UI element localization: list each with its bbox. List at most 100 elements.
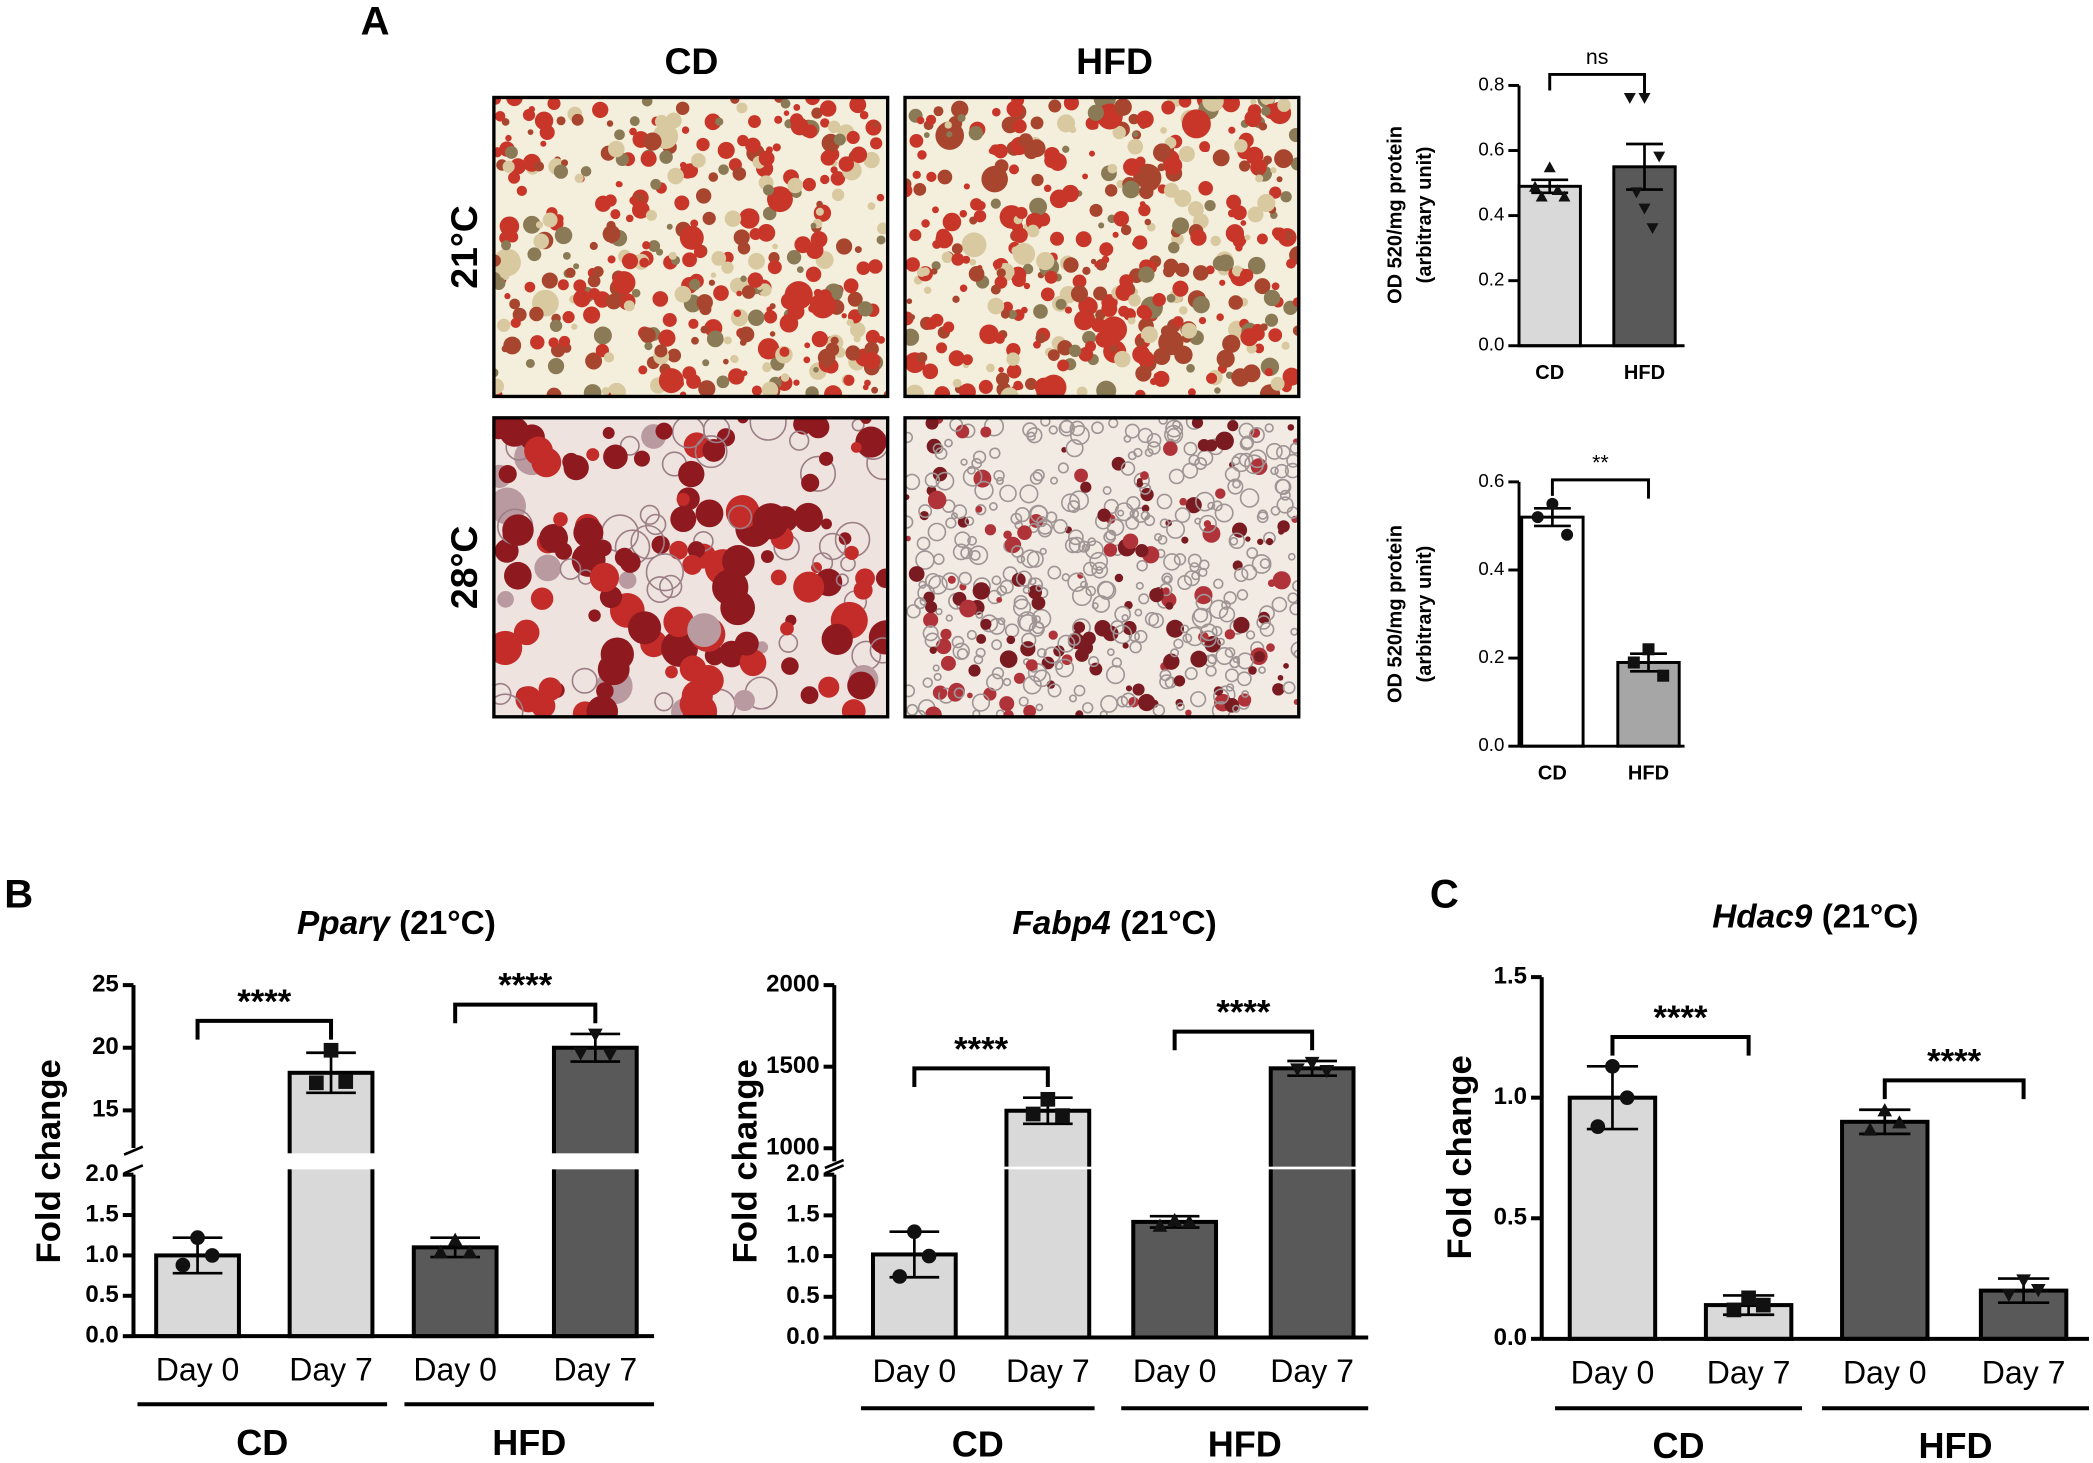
cell xyxy=(533,233,549,250)
cell xyxy=(1232,265,1243,277)
cell xyxy=(1175,262,1190,277)
cell xyxy=(838,532,852,545)
cell xyxy=(1012,598,1032,617)
cell xyxy=(1069,420,1086,437)
cell xyxy=(587,274,601,288)
cell xyxy=(1156,493,1173,510)
group-label: CD xyxy=(236,1422,288,1463)
cell xyxy=(530,587,554,610)
cell xyxy=(1132,683,1145,696)
cell xyxy=(629,116,640,127)
cell xyxy=(932,206,939,214)
cell xyxy=(1012,227,1028,243)
cell xyxy=(1198,316,1207,325)
cell xyxy=(805,386,819,397)
cell xyxy=(923,286,932,294)
x-tick-label: Day 7 xyxy=(289,1352,373,1388)
cell xyxy=(1003,709,1014,717)
cell xyxy=(844,545,859,560)
cell xyxy=(1048,630,1058,640)
cell xyxy=(1288,127,1299,143)
row-label: 28°C xyxy=(443,526,485,609)
cell xyxy=(1203,520,1212,528)
cell xyxy=(873,121,879,128)
cell xyxy=(717,141,735,159)
cell xyxy=(968,266,985,282)
cell xyxy=(1033,615,1041,624)
cell xyxy=(856,261,871,276)
cell xyxy=(1227,478,1244,495)
cell xyxy=(1067,632,1081,646)
micrograph-content xyxy=(493,97,888,397)
cell xyxy=(801,473,820,492)
cell xyxy=(1089,551,1109,571)
cell xyxy=(736,290,743,297)
cell xyxy=(802,177,816,192)
y-tick-label: 0.0 xyxy=(1478,734,1504,755)
cell xyxy=(1055,298,1067,310)
cell xyxy=(1152,292,1166,307)
cell xyxy=(1179,497,1187,506)
data-point xyxy=(907,1224,922,1239)
micrograph-border xyxy=(492,95,890,399)
cell xyxy=(531,447,562,478)
cell xyxy=(876,193,885,202)
cell xyxy=(1096,580,1115,599)
y-tick-label: 1.0 xyxy=(1494,1083,1527,1110)
micrograph-content xyxy=(493,417,888,717)
data-point xyxy=(1535,190,1548,202)
cell xyxy=(774,115,783,124)
cell xyxy=(1120,461,1136,476)
cell xyxy=(493,248,521,277)
cell xyxy=(1111,657,1123,668)
cell xyxy=(821,518,832,530)
cell xyxy=(973,654,984,665)
cell xyxy=(1218,606,1236,623)
cell xyxy=(1228,126,1236,134)
cell xyxy=(1233,616,1250,634)
cell xyxy=(704,113,722,131)
cell xyxy=(1159,674,1175,690)
cell xyxy=(747,272,764,288)
cell xyxy=(784,281,813,310)
cell xyxy=(1057,634,1076,653)
cell xyxy=(656,248,664,256)
cell xyxy=(602,225,621,243)
cell xyxy=(1144,611,1160,627)
cell xyxy=(621,253,639,270)
cell xyxy=(561,159,569,167)
cell xyxy=(494,111,506,122)
cell xyxy=(1035,584,1043,592)
data-point xyxy=(1630,187,1643,199)
cell xyxy=(573,279,587,293)
cell xyxy=(1165,602,1174,610)
cell xyxy=(935,638,952,655)
y-tick-label: 0.2 xyxy=(1478,646,1504,667)
cell xyxy=(1157,163,1166,172)
cell xyxy=(603,352,615,363)
cell xyxy=(1063,97,1079,111)
cell xyxy=(757,223,776,242)
cell xyxy=(793,502,823,533)
break-mark xyxy=(123,1145,144,1156)
cell xyxy=(935,607,943,616)
cell xyxy=(1221,600,1231,610)
bar xyxy=(1268,1066,1356,1340)
cell xyxy=(737,320,743,327)
cell xyxy=(850,146,868,163)
cell xyxy=(1082,173,1089,180)
cell xyxy=(908,566,925,582)
cell xyxy=(1123,435,1132,443)
cell xyxy=(1099,710,1108,717)
cell xyxy=(1239,436,1254,451)
cell xyxy=(1068,529,1084,546)
cell xyxy=(1160,325,1173,337)
cell xyxy=(628,611,662,645)
cell xyxy=(668,251,677,260)
title-rest: (21°C) xyxy=(399,905,496,942)
significance-bracket xyxy=(1550,478,1650,499)
cell xyxy=(671,417,706,449)
cell xyxy=(781,657,799,675)
cell xyxy=(1146,433,1162,448)
cell xyxy=(1163,553,1181,571)
